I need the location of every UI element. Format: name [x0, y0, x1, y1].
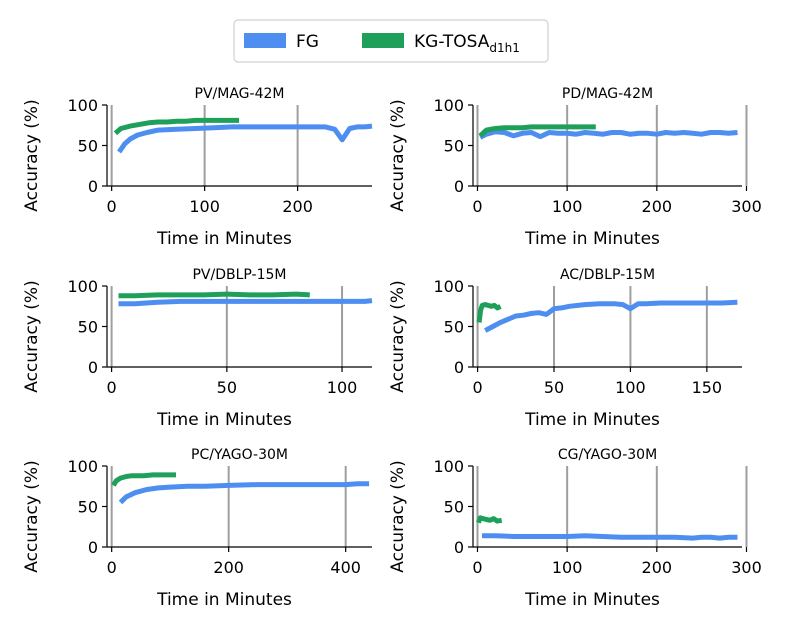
x-tick-label: 200 [642, 558, 673, 577]
y-tick-label: 50 [444, 318, 464, 337]
panel-pd-mag: 0 50 100 0 100 200 300 PD/MAG-42M Time in Minute… [388, 86, 762, 249]
legend-kg-swatch [362, 33, 404, 48]
series-line-fg [484, 299, 738, 333]
y-tick-label: 0 [454, 358, 464, 377]
y-tick-label: 50 [78, 137, 98, 156]
x-tick-label: 50 [217, 378, 237, 397]
x-tick-label: 100 [189, 197, 220, 216]
y-tick-label: 50 [444, 137, 464, 156]
legend-fg-swatch [244, 33, 286, 48]
legend: FG KG-TOSAd1h1 [233, 19, 549, 63]
panel-title-pv-mag-42m: PV/MAG-42M [195, 86, 285, 102]
legend-fg-label: FG [296, 32, 319, 52]
x-axis-label: Time in Minutes [156, 590, 292, 610]
y-tick-label: 100 [433, 457, 464, 476]
x-tick-label: 0 [107, 197, 117, 216]
legend-kg-label-main: KG-TOSA [414, 32, 490, 52]
legend-kg-label-sub: d1h1 [489, 41, 520, 55]
x-tick-label: 300 [731, 197, 762, 216]
x-axis-label: Time in Minutes [156, 229, 292, 249]
x-tick-label: 200 [282, 197, 313, 216]
series-line-kg-tosa [476, 515, 503, 524]
series-line-fg [479, 129, 738, 140]
series-line-fg [117, 123, 373, 154]
panel-title-cg-yago-30m: CG/YAGO-30M [558, 447, 657, 463]
panel-cg-yago: 0 50 100 0 100 200 300 CG/YAGO-30M Time in Minut… [388, 447, 762, 610]
series-line-kg-tosa [113, 117, 239, 136]
x-tick-label: 0 [107, 558, 117, 577]
series-line-fg [482, 533, 738, 541]
y-axis-label: Accuracy (%) [22, 280, 42, 392]
panel-title-pd-mag-42m: PD/MAG-42M [562, 86, 653, 102]
x-tick-label: 200 [213, 558, 244, 577]
y-axis-label: Accuracy (%) [388, 280, 408, 392]
x-axis-label: Time in Minutes [524, 229, 660, 249]
y-tick-label: 100 [433, 277, 464, 296]
x-axis-label: Time in Minutes [156, 410, 292, 430]
y-axis-label: Accuracy (%) [22, 99, 42, 211]
series-line-kg-tosa [111, 472, 176, 487]
series-line-kg-tosa [476, 302, 502, 323]
x-tick-label: 100 [552, 197, 583, 216]
panel-pc-yago: 0 50 100 0 200 400 PC/YAGO-30M Time in Minutes A… [22, 447, 372, 610]
panel-ac-dblp: 0 50 100 0 50 100 150 AC/DBLP-15M Time in Minute… [388, 267, 742, 430]
x-tick-label: 400 [330, 558, 361, 577]
y-tick-label: 50 [444, 498, 464, 517]
y-axis-label: Accuracy (%) [22, 460, 42, 572]
x-tick-label: 150 [692, 378, 723, 397]
x-tick-label: 300 [731, 558, 762, 577]
y-tick-label: 0 [88, 358, 98, 377]
y-tick-label: 100 [67, 96, 98, 115]
y-tick-label: 0 [454, 177, 464, 196]
y-tick-label: 0 [88, 177, 98, 196]
panel-title-pc-yago-30m: PC/YAGO-30M [191, 447, 288, 463]
x-tick-label: 0 [107, 378, 117, 397]
y-tick-label: 100 [67, 277, 98, 296]
y-tick-label: 50 [78, 498, 98, 517]
series-line-fg [118, 481, 370, 505]
y-axis-label: Accuracy (%) [388, 460, 408, 572]
y-tick-label: 100 [67, 457, 98, 476]
y-tick-label: 0 [454, 538, 464, 557]
series-line-kg-tosa [118, 291, 310, 299]
panel-title-ac-dblp-15m: AC/DBLP-15M [560, 267, 655, 283]
x-tick-label: 0 [472, 197, 482, 216]
y-tick-label: 100 [433, 96, 464, 115]
series-line-fg [118, 298, 373, 307]
panel-title-pv-dblp-15m: PV/DBLP-15M [192, 267, 286, 283]
x-tick-label: 0 [472, 558, 482, 577]
x-tick-label: 100 [327, 378, 358, 397]
x-tick-label: 100 [552, 558, 583, 577]
series-line-kg-tosa [478, 124, 596, 138]
panel-pv-dblp: 0 50 100 0 50 100 PV/DBLP-15M Time in Minutes Ac… [22, 267, 373, 430]
x-axis-label: Time in Minutes [524, 410, 660, 430]
x-tick-label: 100 [615, 378, 646, 397]
x-tick-label: 50 [544, 378, 564, 397]
legend-kg-label: KG-TOSAd1h1 [414, 32, 520, 55]
x-axis-label: Time in Minutes [524, 590, 660, 610]
x-tick-label: 0 [472, 378, 482, 397]
x-tick-label: 200 [642, 197, 673, 216]
y-tick-label: 0 [88, 538, 98, 557]
y-axis-label: Accuracy (%) [388, 99, 408, 211]
panel-pv-mag: 0 50 100 0 100 200 PV/MAG-42M Time in Minutes Ac… [22, 86, 373, 249]
y-tick-label: 50 [78, 318, 98, 337]
